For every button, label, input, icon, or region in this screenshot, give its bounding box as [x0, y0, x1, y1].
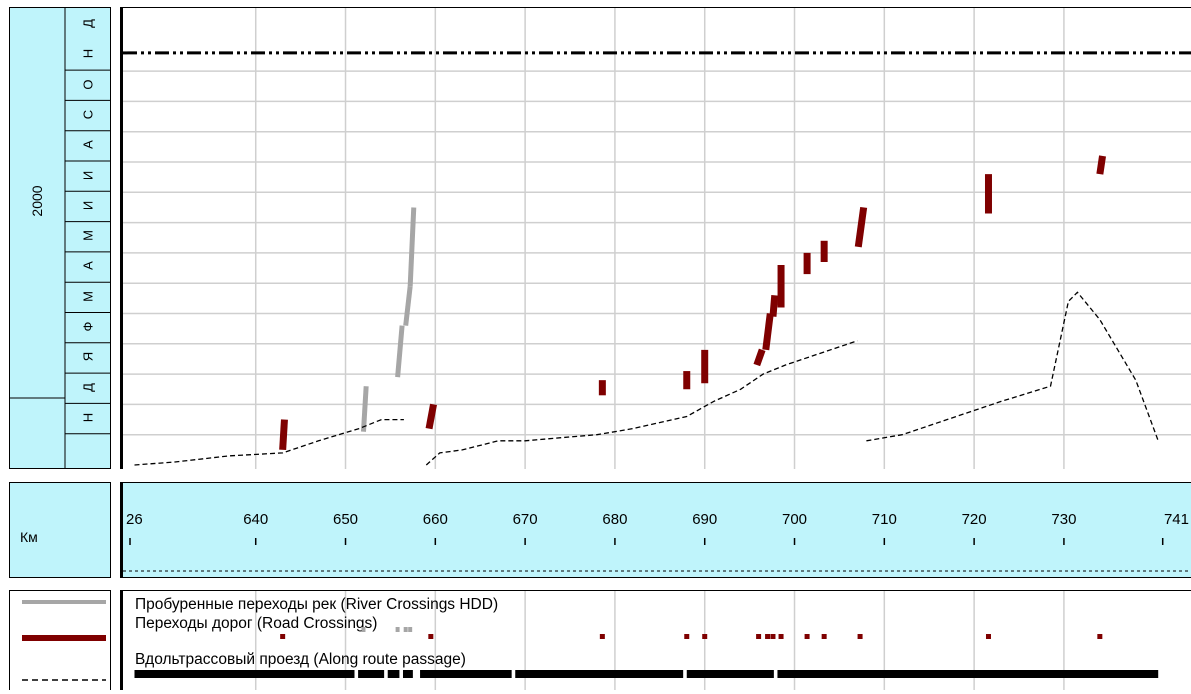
legend-swatches: [9, 590, 111, 690]
legend-passage-bar: [515, 670, 684, 678]
legend-marker-road: [770, 634, 776, 639]
crossing-segment: [279, 419, 288, 451]
legend-marker-road: [985, 634, 991, 639]
legend-marker-road: [684, 634, 690, 639]
month-axis-grid: [10, 8, 110, 468]
crossing-segment: [762, 313, 774, 351]
legend-marker-road: [765, 634, 771, 639]
legend-passage-bar: [686, 670, 774, 678]
x-tick-label: 680: [602, 511, 627, 528]
passage-polyline: [134, 418, 404, 466]
month-label: Н: [80, 412, 96, 423]
legend-passage-bar: [387, 670, 400, 678]
x-tick-label: 741: [1164, 511, 1189, 528]
legend-marker-road: [857, 634, 863, 639]
legend-marker-road: [1097, 634, 1103, 639]
legend-marker-river: [395, 627, 400, 632]
crossing-segment: [407, 207, 417, 287]
x-tick-label: 720: [962, 511, 987, 528]
x-tick-label: 690: [692, 511, 717, 528]
x-tick-label: 700: [782, 511, 807, 528]
legend-marker-river: [361, 627, 366, 632]
legend-passage-bar: [402, 670, 413, 678]
legend-marker-road: [428, 634, 434, 639]
passage-polyline: [425, 340, 858, 466]
x-axis-ticks: 26 640 650 660 670 680 690 700 710 720 730 741: [126, 511, 1189, 545]
legend-panel: Пробуренные переходы рек (River Crossing…: [120, 590, 1191, 690]
legend-marker-road: [280, 634, 286, 639]
legend-marker-road: [804, 634, 810, 639]
crossing-segment: [403, 285, 413, 326]
legend-svg: Пробуренные переходы рек (River Crossing…: [134, 591, 1159, 690]
legend-label: Вдольтрассовый проезд (Along route passa…: [135, 651, 466, 668]
legend-swatch-svg: [22, 600, 106, 681]
crossing-segment: [854, 206, 868, 248]
x-tick-label: 730: [1051, 511, 1076, 528]
legend-label: Пробуренные переходы рек (River Crossing…: [135, 596, 498, 613]
x-axis-panel: 26 640 650 660 670 680 690 700 710 720 730 741: [120, 482, 1191, 578]
crossing-segment: [425, 403, 437, 430]
legend-passage-bar: [777, 670, 1159, 678]
legend-marker-road: [821, 634, 827, 639]
series-darkred-thick: [279, 155, 1106, 451]
legend-marker-river: [403, 627, 408, 632]
crossing-segment: [395, 325, 405, 378]
x-tick-label: 640: [243, 511, 268, 528]
legend-marker-road: [778, 634, 784, 639]
series-gray-thick: [360, 207, 417, 432]
legend-label: Переходы дорог (Road Crossings): [135, 615, 377, 632]
legend-marker-river: [408, 627, 413, 632]
crossing-segment: [360, 386, 369, 432]
legend-marker-road: [756, 634, 762, 639]
x-tick-label: 26: [126, 511, 143, 528]
crossing-segment: [753, 348, 766, 367]
year-label: 2000: [29, 185, 45, 217]
x-tick-label: 670: [513, 511, 538, 528]
km-label-box: Км: [9, 482, 111, 578]
legend-marker-road: [599, 634, 605, 639]
x-tick-label: 710: [872, 511, 897, 528]
crossing-segment: [769, 295, 779, 317]
legend-passage-bar: [134, 670, 355, 678]
plot-svg: [123, 8, 1191, 469]
x-axis-svg: 26 640 650 660 670 680 690 700 710 720 730 741: [123, 511, 1191, 572]
x-tick-label: 660: [423, 511, 448, 528]
km-unit-label: Км: [20, 529, 38, 545]
legend-marker-road: [702, 634, 708, 639]
crossing-segment: [1096, 155, 1106, 175]
legend-passage-bar: [420, 670, 512, 678]
passage-polyline: [866, 291, 1159, 442]
plot-area: [120, 7, 1191, 469]
series-black-dashed: [134, 291, 1159, 466]
grid-lines: [123, 8, 1191, 469]
legend-passage-bar: [358, 670, 385, 678]
x-tick-label: 650: [333, 511, 358, 528]
